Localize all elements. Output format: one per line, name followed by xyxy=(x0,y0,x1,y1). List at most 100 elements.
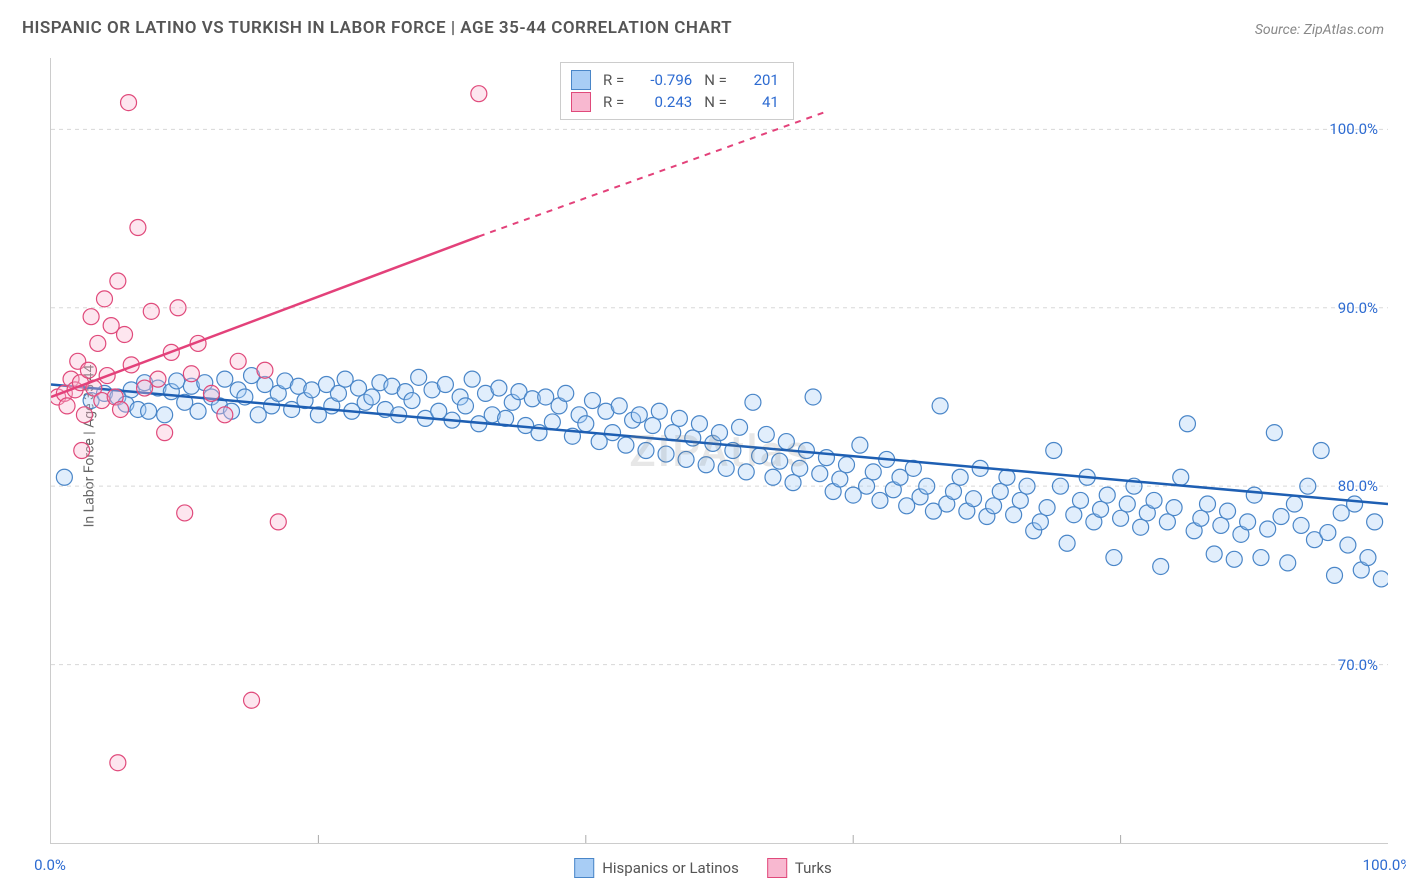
legend-row: R =-0.796N =201 xyxy=(571,69,779,91)
y-tick-label: 70.0% xyxy=(1338,656,1378,674)
data-point xyxy=(1253,550,1269,566)
data-point xyxy=(805,389,821,405)
data-point xyxy=(257,362,273,378)
data-point xyxy=(584,393,600,409)
legend-n-value: 201 xyxy=(735,69,779,91)
data-point xyxy=(76,407,92,423)
data-point xyxy=(1099,487,1115,503)
data-point xyxy=(758,426,774,442)
data-point xyxy=(270,514,286,530)
data-point xyxy=(631,407,647,423)
data-point xyxy=(752,448,768,464)
data-point xyxy=(1300,478,1316,494)
y-tick-label: 90.0% xyxy=(1338,299,1378,317)
data-point xyxy=(745,394,761,410)
data-point xyxy=(1206,546,1222,562)
data-point xyxy=(1347,496,1363,512)
data-point xyxy=(945,484,961,500)
data-point xyxy=(1113,510,1129,526)
data-point xyxy=(1280,555,1296,571)
data-point xyxy=(738,464,754,480)
x-tick-label: 100.0% xyxy=(1363,856,1406,874)
data-point xyxy=(157,407,173,423)
data-point xyxy=(952,469,968,485)
data-point xyxy=(732,419,748,435)
data-point xyxy=(1179,416,1195,432)
data-point xyxy=(859,478,875,494)
legend-r-value: -0.796 xyxy=(632,69,692,91)
data-point xyxy=(818,450,834,466)
data-point xyxy=(544,414,560,430)
data-point xyxy=(691,416,707,432)
legend-swatch xyxy=(574,858,594,878)
data-point xyxy=(90,335,106,351)
bottom-legend: Hispanics or LatinosTurks xyxy=(574,858,832,878)
data-point xyxy=(1220,503,1236,519)
data-point xyxy=(169,373,185,389)
data-point xyxy=(1133,519,1149,535)
data-point xyxy=(117,327,133,343)
data-point xyxy=(1173,469,1189,485)
data-point xyxy=(919,478,935,494)
data-point xyxy=(150,371,166,387)
data-point xyxy=(785,475,801,491)
x-tick-label: 0.0% xyxy=(34,856,66,874)
legend-n-label: N = xyxy=(704,91,727,113)
data-point xyxy=(1106,550,1122,566)
data-point xyxy=(364,389,380,405)
data-point xyxy=(611,398,627,414)
data-point xyxy=(96,291,112,307)
data-point xyxy=(330,385,346,401)
data-point xyxy=(1012,492,1028,508)
data-point xyxy=(872,492,888,508)
data-point xyxy=(618,437,634,453)
data-point xyxy=(1313,443,1329,459)
data-point xyxy=(457,398,473,414)
data-point xyxy=(110,755,126,771)
data-point xyxy=(59,398,75,414)
data-point xyxy=(651,403,667,419)
data-point xyxy=(1373,571,1388,587)
scatter-plot-svg xyxy=(51,58,1388,843)
data-point xyxy=(121,95,137,111)
legend-swatch xyxy=(571,92,591,112)
data-point xyxy=(83,309,99,325)
legend-swatch xyxy=(571,70,591,90)
data-point xyxy=(839,457,855,473)
data-point xyxy=(1260,521,1276,537)
data-point xyxy=(1266,425,1282,441)
data-point xyxy=(852,437,868,453)
data-point xyxy=(832,471,848,487)
data-point xyxy=(1093,501,1109,517)
data-point xyxy=(966,491,982,507)
stats-legend-box: R =-0.796N =201R =0.243N =41 xyxy=(560,62,794,120)
data-point xyxy=(1226,551,1242,567)
data-point xyxy=(183,366,199,382)
data-point xyxy=(404,393,420,409)
data-point xyxy=(203,385,219,401)
data-point xyxy=(1193,510,1209,526)
data-point xyxy=(141,403,157,419)
data-point xyxy=(1367,514,1383,530)
data-point xyxy=(74,443,90,459)
data-point xyxy=(645,418,661,434)
plot-area: ZIPAtlas xyxy=(50,58,1388,844)
data-point xyxy=(1153,558,1169,574)
data-point xyxy=(143,303,159,319)
data-point xyxy=(578,416,594,432)
chart-container: HISPANIC OR LATINO VS TURKISH IN LABOR F… xyxy=(0,0,1406,892)
data-point xyxy=(1146,492,1162,508)
data-point xyxy=(464,371,480,387)
data-point xyxy=(671,410,687,426)
data-point xyxy=(110,273,126,289)
data-point xyxy=(665,425,681,441)
data-point xyxy=(778,434,794,450)
legend-label: Turks xyxy=(795,859,832,877)
data-point xyxy=(1286,496,1302,512)
data-point xyxy=(1006,507,1022,523)
data-point xyxy=(190,403,206,419)
y-tick-label: 80.0% xyxy=(1338,477,1378,495)
data-point xyxy=(217,371,233,387)
data-point xyxy=(698,457,714,473)
y-tick-label: 100.0% xyxy=(1329,120,1378,138)
